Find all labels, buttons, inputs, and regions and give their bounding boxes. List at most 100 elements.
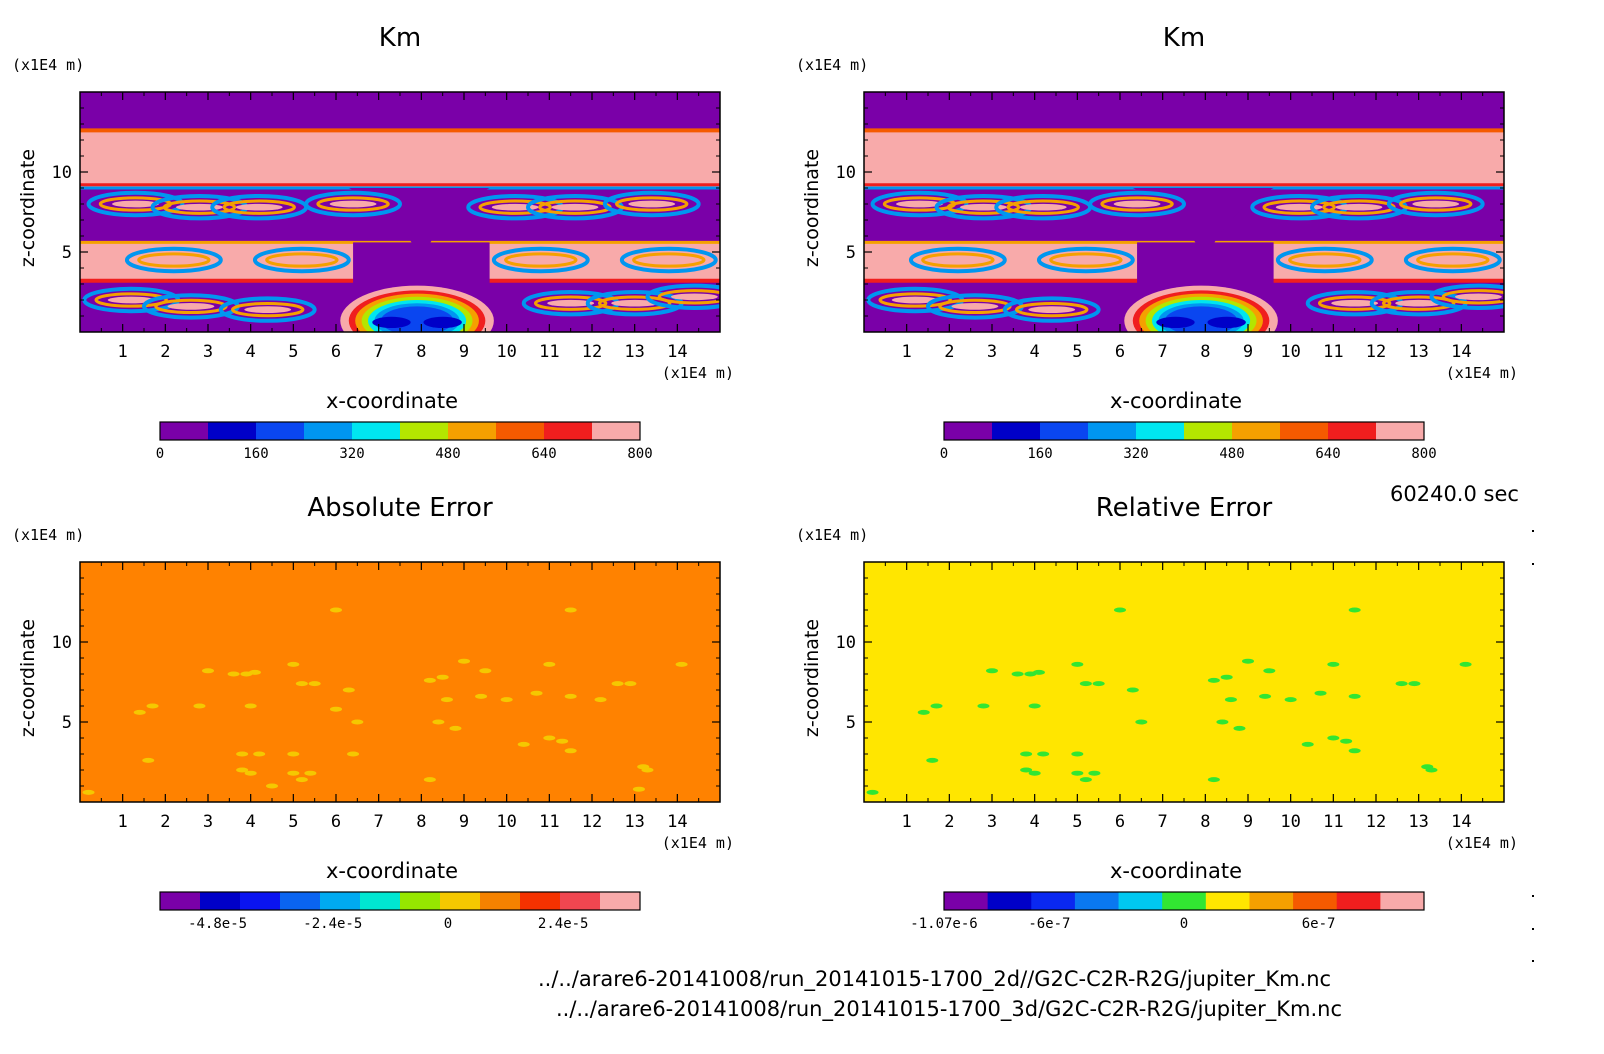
error-spot (1088, 770, 1101, 776)
km-eddy (1062, 256, 1110, 264)
colorbar-segment (1136, 422, 1185, 440)
error-spot (675, 661, 688, 667)
km-eddy (645, 256, 693, 264)
x-tick-label: 5 (1072, 812, 1082, 832)
x-tick-label: 12 (1366, 812, 1386, 832)
plot-field (864, 562, 1504, 802)
colorbar-tick-label: 320 (339, 446, 364, 462)
x-tick-label: 14 (667, 812, 687, 832)
colorbar-tick-label: 480 (1219, 446, 1244, 462)
km-band (80, 130, 720, 188)
x-tick-label: 11 (539, 342, 559, 362)
colorbar-tick-label: 640 (1315, 446, 1340, 462)
x-tick-label: 5 (1072, 342, 1082, 362)
km-eddy (491, 246, 590, 274)
km-eddy (329, 200, 377, 208)
error-spot (347, 751, 360, 757)
colorbar-segment (440, 892, 481, 910)
error-spot (1216, 719, 1229, 725)
km-eddy (1399, 196, 1473, 212)
error-spot (1327, 735, 1340, 741)
x-tick-label: 7 (374, 812, 384, 832)
km-eddy (1412, 200, 1460, 208)
km-eddy (150, 256, 198, 264)
colorbar-tick-label: 160 (1027, 446, 1052, 462)
colorbar-frame (159, 891, 641, 911)
error-spot (287, 770, 300, 776)
colorbar-segment (600, 892, 641, 910)
error-spot (641, 767, 654, 773)
x-tick-label: 8 (416, 342, 426, 362)
km-eddy (478, 199, 552, 215)
error-spot (253, 751, 266, 757)
km-eddy (517, 256, 565, 264)
colorbar-segment (1118, 892, 1163, 910)
colorbar-segment (1162, 892, 1207, 910)
km-eddy (1036, 246, 1135, 274)
km-eddy (1429, 256, 1477, 264)
error-spot (543, 661, 556, 667)
error-spot (1263, 668, 1276, 674)
x-tick-label: 14 (667, 342, 687, 362)
km-eddy (1301, 256, 1349, 264)
km-eddy (1317, 295, 1392, 311)
km-eddy (124, 246, 223, 274)
colorbar-segment (544, 422, 593, 440)
km-eddy (597, 295, 672, 311)
error-spot (624, 681, 637, 687)
colorbar-segment (1088, 422, 1137, 440)
km-eddy (628, 200, 676, 208)
colorbar-tick-label: -1.07e-6 (910, 916, 977, 932)
km-eddy (218, 296, 317, 323)
km-eddy (265, 252, 339, 268)
km-eddy (632, 252, 706, 268)
error-spot (866, 789, 879, 795)
x-tick-label: 12 (582, 812, 602, 832)
y-axis-label: z-coordinate (17, 619, 39, 737)
x-tick-label: 9 (459, 342, 469, 362)
error-spot (1220, 674, 1233, 680)
x-tick-label: 5 (288, 812, 298, 832)
error-spot (423, 677, 436, 683)
error-spot (1301, 741, 1314, 747)
error-spot (295, 681, 308, 687)
error-spot (1079, 777, 1092, 783)
error-spot (1425, 767, 1438, 773)
chart-title: Relative Error (1096, 493, 1273, 523)
km-eddy (1386, 190, 1485, 218)
x-tick-label: 10 (1280, 812, 1300, 832)
km-eddy (1331, 299, 1379, 307)
error-spot (1011, 671, 1024, 677)
error-spot (458, 658, 470, 664)
colorbar-segment (592, 422, 641, 440)
x-tick-label: 11 (539, 812, 559, 832)
y-tick-label: 10 (52, 633, 72, 653)
x-tick-label: 1 (118, 812, 128, 832)
colorbar-segment (280, 892, 321, 910)
error-spot (1395, 681, 1408, 687)
colorbar-segment (400, 422, 449, 440)
x-tick-label: 12 (1366, 342, 1386, 362)
km-eddy (235, 203, 283, 211)
x-tick-label: 11 (1323, 812, 1343, 832)
y-unit-label: (x1E4 m) (796, 526, 868, 544)
colorbar-segment (200, 892, 241, 910)
error-spot (564, 693, 577, 699)
km-eddy (878, 292, 952, 308)
error-spot (266, 783, 278, 789)
km-eddy (304, 190, 403, 218)
error-spot (1224, 697, 1237, 703)
colorbar-segment (1293, 892, 1338, 910)
colorbar-segment (1074, 892, 1120, 910)
error-spot (1092, 681, 1105, 687)
colorbar-tick-label: 0 (940, 446, 948, 462)
colorbar-segment (1249, 892, 1294, 910)
error-spot (1071, 751, 1084, 757)
x-tick-label: 4 (246, 812, 256, 832)
x-unit-label: (x1E4 m) (1446, 364, 1518, 382)
colorbar-segment (160, 422, 209, 440)
error-spot (1032, 669, 1045, 675)
plot-field (864, 128, 1504, 332)
colorbar-segment (560, 892, 601, 910)
x-tick-label: 13 (1408, 342, 1428, 362)
